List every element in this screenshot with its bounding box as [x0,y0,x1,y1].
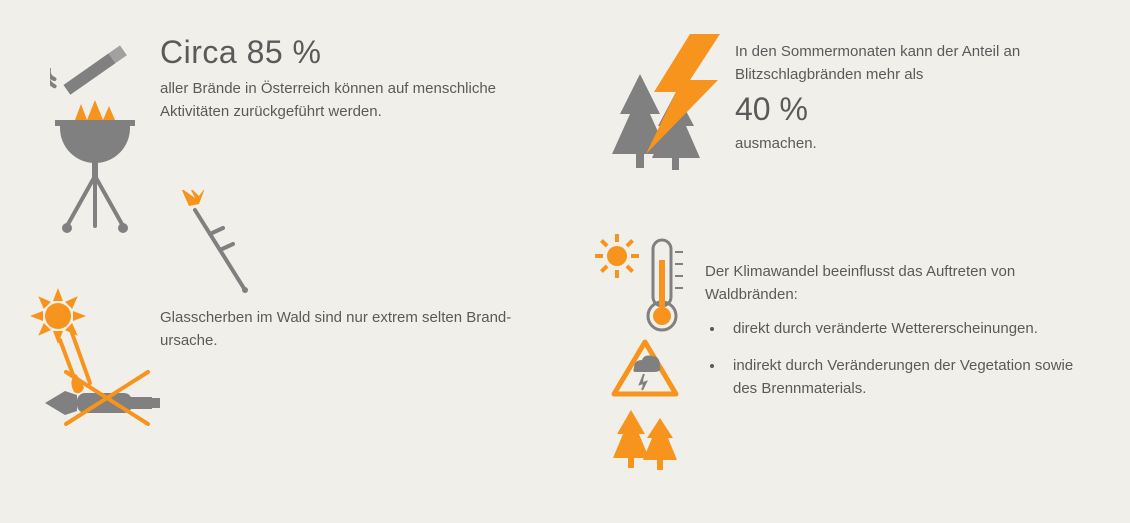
climate-icons [585,234,705,476]
human-causes-block: Circa 85 % aller Brände in Österreich kö… [30,34,525,238]
lightning-lead: In den Sommermonaten kann der Anteil an … [735,40,1080,87]
climate-bullet-2: indirekt durch Veränderungen der Vegetat… [725,354,1080,401]
stat-40: 40 % [735,91,1080,128]
bottle-sun-icon [30,288,160,448]
trees-icon [605,406,685,476]
climate-bullets: direkt durch veränderte Wettererscheinun… [705,317,1080,401]
glass-shards-block: Glasscherben im Wald sind nur extrem sel… [30,288,525,448]
lightning-tail: ausmachen. [735,132,1080,155]
bbq-icon [45,98,145,238]
lightning-block: In den Sommermonaten kann der Anteil an … [585,34,1080,194]
climate-lead: Der Klimawandel beeinflusst das Auftrete… [705,260,1080,307]
lightning-trees-icon [585,34,735,194]
human-causes-icons [30,34,160,238]
cigarette-icon [50,34,140,104]
climate-block: Der Klimawandel beeinflusst das Auftrete… [585,234,1080,476]
infographic: Circa 85 % aller Brände in Österreich kö… [0,0,1130,523]
right-column: In den Sommermonaten kann der Anteil an … [565,0,1130,523]
storm-warning-icon [610,338,680,400]
thermometer-sun-icon [595,234,695,334]
firework-icon [175,190,265,300]
left-column: Circa 85 % aller Brände in Österreich kö… [0,0,565,523]
stat-85-body: aller Brände in Österreich können auf me… [160,77,525,124]
glass-shards-body: Glasscherben im Wald sind nur extrem sel… [160,306,525,353]
stat-85-headline: Circa 85 % [160,34,525,71]
climate-bullet-1: direkt durch veränderte Wettererscheinun… [725,317,1080,340]
